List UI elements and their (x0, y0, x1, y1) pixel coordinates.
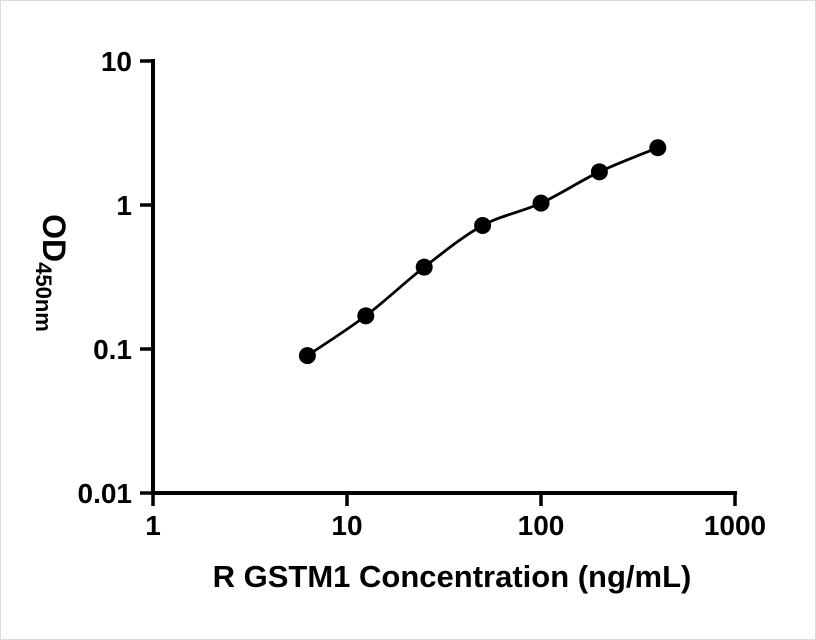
x-axis-tick-label: 1 (145, 510, 161, 541)
data-point (357, 307, 375, 325)
y-axis-title-subscript: 450nm (31, 262, 56, 332)
y-axis-tick-label: 0.1 (93, 334, 132, 365)
data-point (415, 258, 433, 276)
y-axis-title-main: OD (36, 214, 72, 262)
y-axis-tick-label: 10 (101, 46, 132, 77)
y-axis-title: OD450nm (31, 214, 72, 332)
y-axis-tick-label: 1 (116, 190, 132, 221)
data-point (649, 139, 667, 157)
x-axis-tick-label: 100 (518, 510, 565, 541)
plot-area: 1 10 100 1000 10 1 0.1 0.01 (78, 46, 767, 541)
y-axis-tick-label: 0.01 (78, 478, 133, 509)
data-point (298, 347, 316, 365)
axes-spines (151, 59, 737, 495)
data-point (474, 217, 492, 235)
x-axis-tick-label: 10 (331, 510, 362, 541)
data-point (590, 163, 608, 181)
data-point (532, 194, 550, 212)
standard-curve-line (306, 146, 659, 357)
x-axis-tick-label: 1000 (704, 510, 766, 541)
x-axis-title: R GSTM1 Concentration (ng/mL) (213, 559, 692, 594)
